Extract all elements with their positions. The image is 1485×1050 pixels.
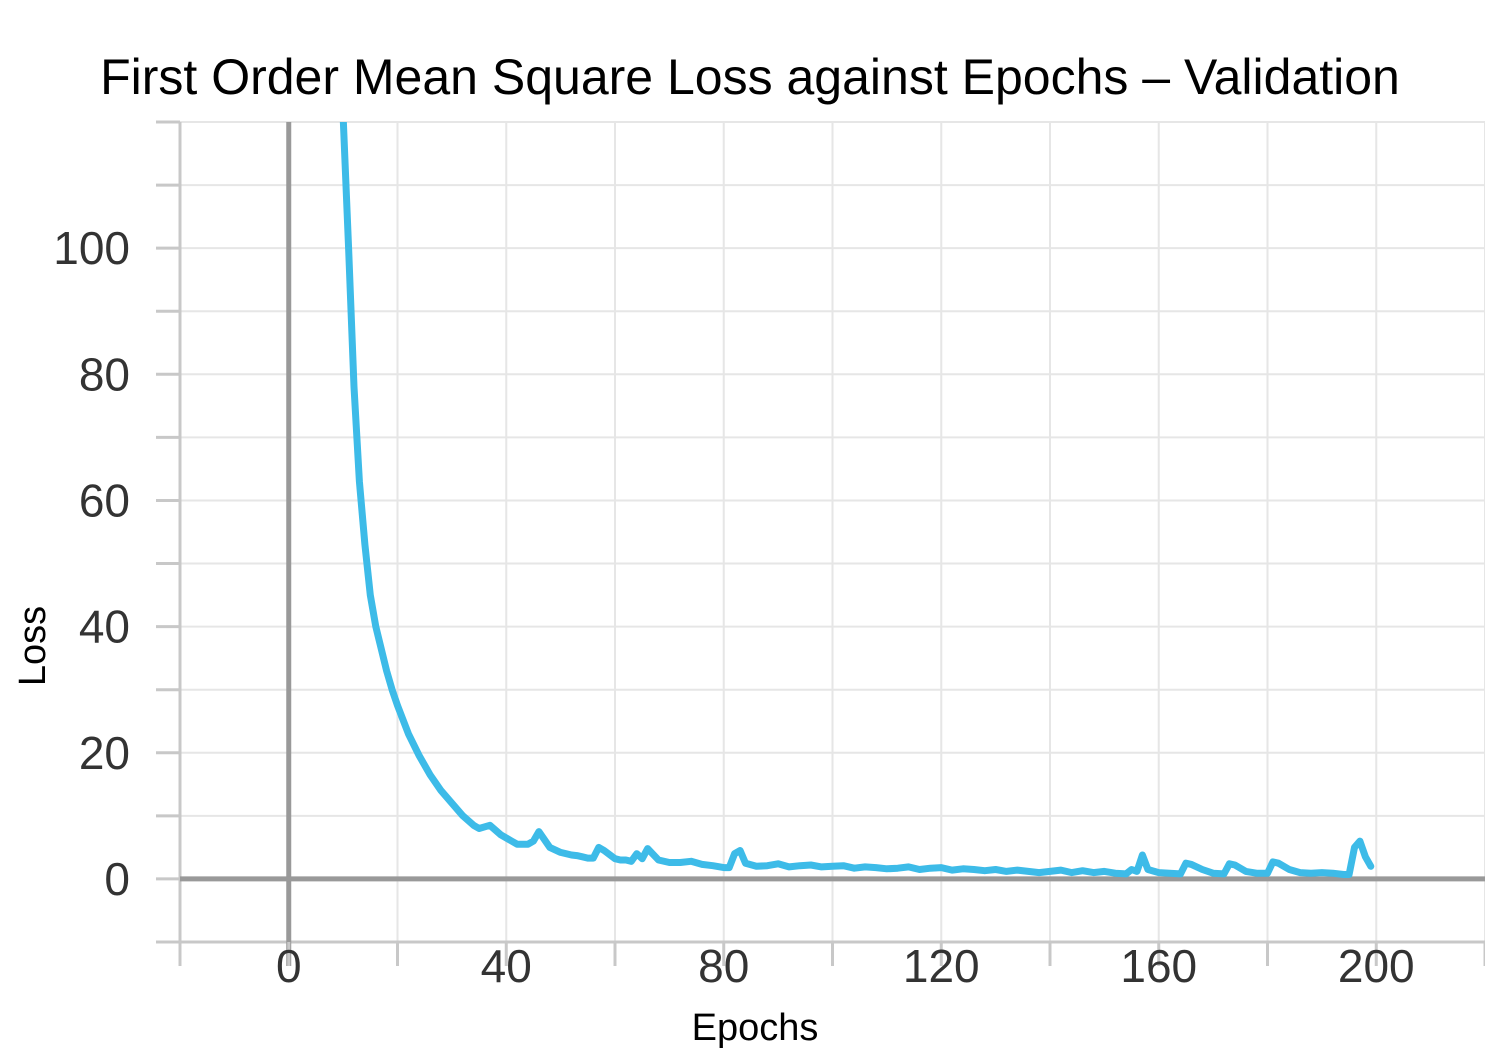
grid	[179, 121, 1485, 943]
chart-title: First Order Mean Square Loss against Epo…	[100, 49, 1400, 105]
x-tick-label: 40	[481, 940, 532, 992]
y-tick-label: 20	[79, 727, 130, 779]
x-tick-label: 200	[1338, 940, 1415, 992]
x-tick-label: 160	[1120, 940, 1197, 992]
series	[339, 122, 1375, 878]
y-tick-label: 80	[79, 348, 130, 400]
y-axis-label: Loss	[12, 606, 54, 686]
x-axis-label: Epochs	[692, 1007, 819, 1049]
ticks: 0 40 80 120 160 200 0 20 40 60 80 100	[53, 120, 1485, 992]
y-tick-label: 0	[104, 853, 130, 905]
x-tick-label: 80	[698, 940, 749, 992]
y-tick-label: 100	[53, 222, 130, 274]
series-line-0	[339, 122, 1375, 878]
y-tick-label: 60	[79, 474, 130, 526]
x-tick-label: 0	[276, 940, 302, 992]
x-tick-label: 120	[903, 940, 980, 992]
y-tick-label: 40	[79, 601, 130, 653]
